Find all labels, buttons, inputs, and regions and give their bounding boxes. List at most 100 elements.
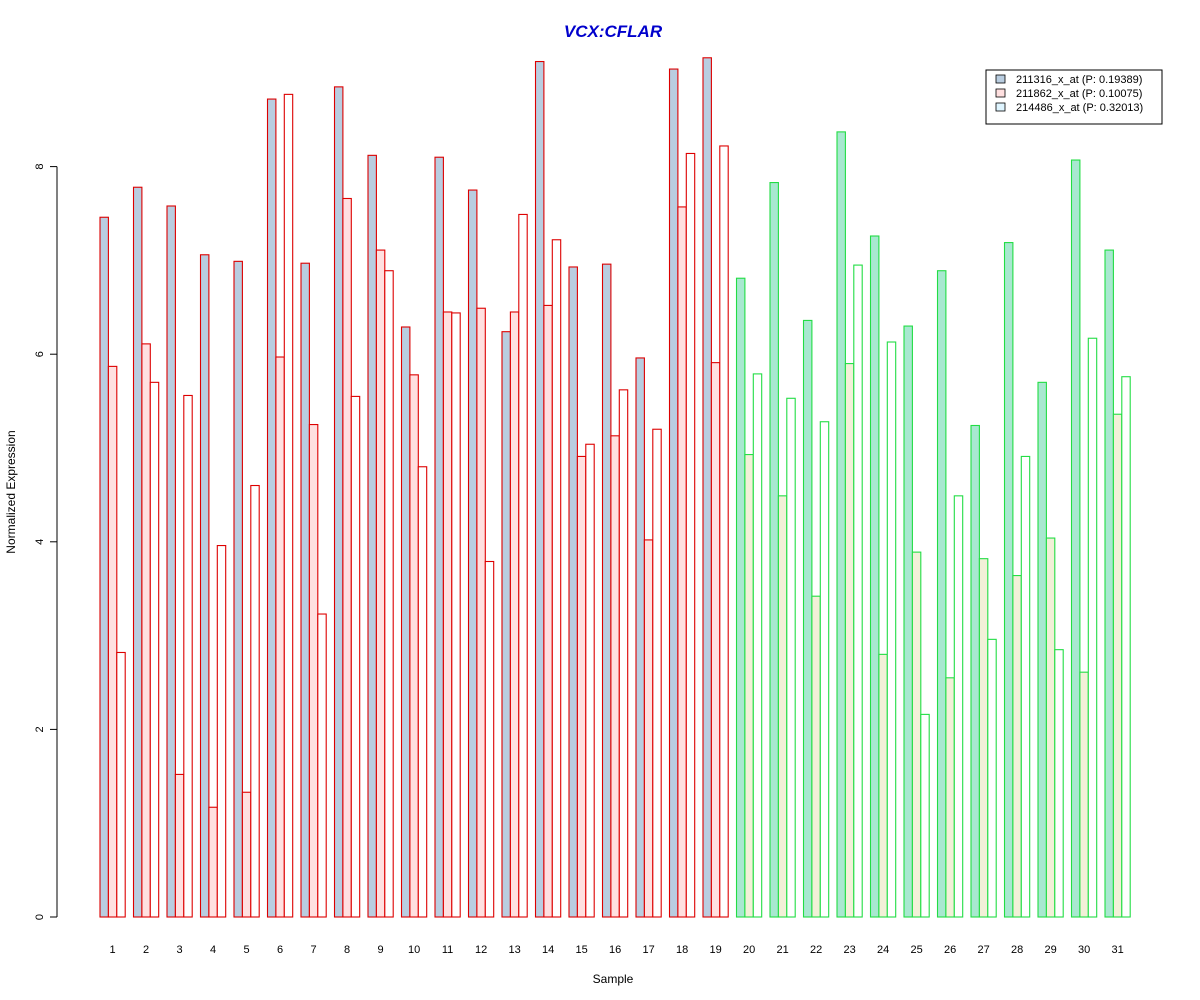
- bar: [501, 331, 511, 918]
- x-tick-label: 17: [642, 944, 654, 956]
- bar: [735, 277, 746, 918]
- bar: [802, 319, 813, 918]
- bar: [518, 213, 528, 918]
- bar: [116, 651, 126, 918]
- bar: [920, 713, 930, 918]
- bar: [777, 495, 788, 918]
- bar: [601, 263, 612, 918]
- bar: [534, 60, 545, 918]
- bar: [836, 131, 846, 918]
- bar: [610, 435, 620, 918]
- bar: [911, 551, 922, 918]
- x-tick-label: 30: [1078, 944, 1090, 956]
- bar: [869, 235, 880, 918]
- bar: [434, 156, 444, 918]
- bar: [132, 186, 143, 918]
- y-tick-label: 0: [34, 914, 46, 920]
- bar: [786, 397, 796, 918]
- bar: [367, 154, 377, 918]
- x-tick-label: 3: [177, 944, 183, 956]
- bar: [183, 394, 193, 918]
- bar: [1079, 671, 1089, 918]
- legend-entry: 211862_x_at (P: 0.10075): [1016, 88, 1142, 100]
- x-tick-label: 20: [743, 944, 755, 956]
- bar: [384, 270, 394, 918]
- bar: [576, 455, 587, 918]
- bar: [317, 613, 327, 918]
- bar: [970, 424, 980, 918]
- bar: [509, 311, 520, 918]
- bar: [568, 266, 578, 918]
- bar: [878, 653, 888, 918]
- bar: [451, 312, 461, 918]
- bar: [409, 374, 419, 918]
- bar: [936, 270, 947, 918]
- x-tick-label: 16: [609, 944, 621, 956]
- x-tick-label: 9: [378, 944, 384, 956]
- y-tick-label: 4: [34, 539, 46, 545]
- x-tick-label: 19: [709, 944, 721, 956]
- bar: [99, 216, 109, 918]
- legend-swatch: [995, 102, 1006, 112]
- bar: [1070, 159, 1081, 918]
- bar: [1121, 376, 1131, 918]
- bar: [484, 560, 495, 918]
- bar: [266, 98, 277, 918]
- bar: [1087, 337, 1098, 918]
- bar: [417, 466, 428, 918]
- y-tick-label: 6: [34, 351, 46, 357]
- bar: [685, 152, 696, 918]
- bar: [233, 260, 243, 918]
- bar: [174, 773, 185, 918]
- legend: 211316_x_at (P: 0.19389) 211862_x_at (P: …: [985, 69, 1163, 125]
- bar: [375, 249, 386, 918]
- x-tick-label: 29: [1044, 944, 1056, 956]
- bar: [978, 558, 989, 918]
- bar: [987, 638, 997, 918]
- bar: [1037, 381, 1047, 918]
- bars: [99, 57, 1131, 918]
- x-tick-label: 15: [575, 944, 587, 956]
- bar: [476, 307, 486, 918]
- bar: [300, 262, 310, 918]
- x-tick-label: 23: [843, 944, 855, 956]
- bar: [652, 428, 662, 918]
- bar: [400, 326, 411, 918]
- x-tick-label: 5: [244, 944, 250, 956]
- x-tick-label: 26: [944, 944, 956, 956]
- bar: [811, 595, 821, 918]
- x-tick-label: 24: [877, 944, 889, 956]
- y-axis-label: Normalized Expression: [4, 430, 18, 553]
- legend-entry: 211316_x_at (P: 0.19389): [1016, 74, 1142, 86]
- x-tick-label: 22: [810, 944, 822, 956]
- bar: [308, 423, 319, 918]
- legend-box: [985, 69, 1163, 125]
- x-tick-label: 21: [776, 944, 788, 956]
- bar: [844, 363, 855, 918]
- bar: [752, 373, 763, 918]
- bar: [945, 677, 955, 918]
- bar: [643, 539, 654, 918]
- bar: [1112, 413, 1123, 918]
- bar: [710, 362, 721, 918]
- x-tick-label: 12: [475, 944, 487, 956]
- x-tick-label: 1: [110, 944, 116, 956]
- x-tick-label: 6: [277, 944, 283, 956]
- bar: [208, 806, 218, 918]
- legend-entry: 214486_x_at (P: 0.32013): [1016, 102, 1143, 114]
- bar: [551, 239, 562, 918]
- bar: [618, 389, 629, 918]
- bar: [819, 421, 830, 918]
- x-tick-label: 4: [210, 944, 216, 956]
- chart-title: VCX:CFLAR: [564, 22, 663, 41]
- bar: [585, 443, 595, 918]
- bar: [702, 57, 712, 918]
- bar: [1045, 537, 1056, 918]
- bar: [283, 93, 294, 918]
- x-axis-label: Sample: [593, 972, 634, 986]
- x-tick-label: 14: [542, 944, 554, 956]
- x-tick-label: 10: [408, 944, 420, 956]
- y-axis: 0 2 4 6 8: [34, 164, 58, 920]
- bar: [886, 341, 897, 918]
- y-tick-label: 8: [34, 164, 46, 170]
